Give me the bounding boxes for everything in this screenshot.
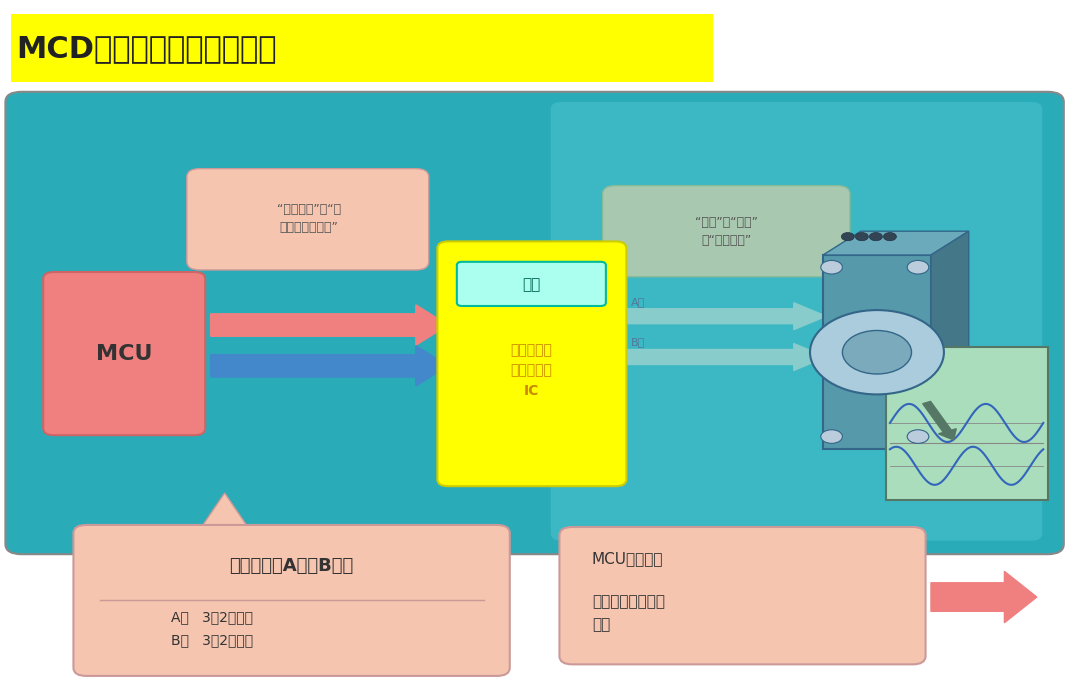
Text: 输入: 输入 [523,277,540,292]
Text: “方向”、“大小”
和“电流合成”: “方向”、“大小” 和“电流合成” [696,216,758,247]
Text: 端口输出和定时器
中断: 端口输出和定时器 中断 [592,594,665,632]
FancyArrow shape [624,303,826,330]
FancyBboxPatch shape [886,347,1048,500]
Text: MCU的功能：: MCU的功能： [592,551,663,566]
Text: 两类信号（A相／B相）: 两类信号（A相／B相） [229,558,354,575]
FancyBboxPatch shape [437,241,626,486]
Circle shape [869,233,882,241]
FancyBboxPatch shape [559,527,926,664]
Text: 相输入电机
控制驱动器
IC: 相输入电机 控制驱动器 IC [511,343,552,398]
Circle shape [821,260,842,274]
Polygon shape [192,493,257,541]
Circle shape [821,430,842,443]
FancyArrow shape [922,401,956,440]
FancyBboxPatch shape [43,272,205,435]
Circle shape [907,260,929,274]
FancyBboxPatch shape [73,525,510,676]
Polygon shape [931,231,969,449]
FancyArrow shape [931,571,1037,623]
FancyBboxPatch shape [5,92,1064,554]
Circle shape [907,430,929,443]
Text: MCU: MCU [96,343,152,364]
Text: “重复次数”和“一
个步距角的时间”: “重复次数”和“一 个步距角的时间” [276,203,341,235]
FancyArrow shape [211,305,448,345]
Circle shape [842,330,912,374]
Circle shape [855,233,868,241]
FancyBboxPatch shape [187,169,429,270]
FancyBboxPatch shape [823,255,931,449]
Text: B相: B相 [631,337,645,347]
FancyArrow shape [624,343,826,371]
Polygon shape [823,231,969,255]
Circle shape [883,233,896,241]
Text: MCD的接口（相输入类型）: MCD的接口（相输入类型） [16,34,276,63]
Text: A相   3或2次输入
B相   3或2次输入: A相 3或2次输入 B相 3或2次输入 [171,611,253,647]
FancyBboxPatch shape [457,262,606,306]
Text: A相: A相 [631,296,645,307]
FancyArrow shape [211,345,448,386]
Circle shape [810,310,944,394]
FancyBboxPatch shape [551,102,1042,541]
FancyBboxPatch shape [603,186,850,277]
Circle shape [841,233,854,241]
FancyBboxPatch shape [11,14,713,82]
